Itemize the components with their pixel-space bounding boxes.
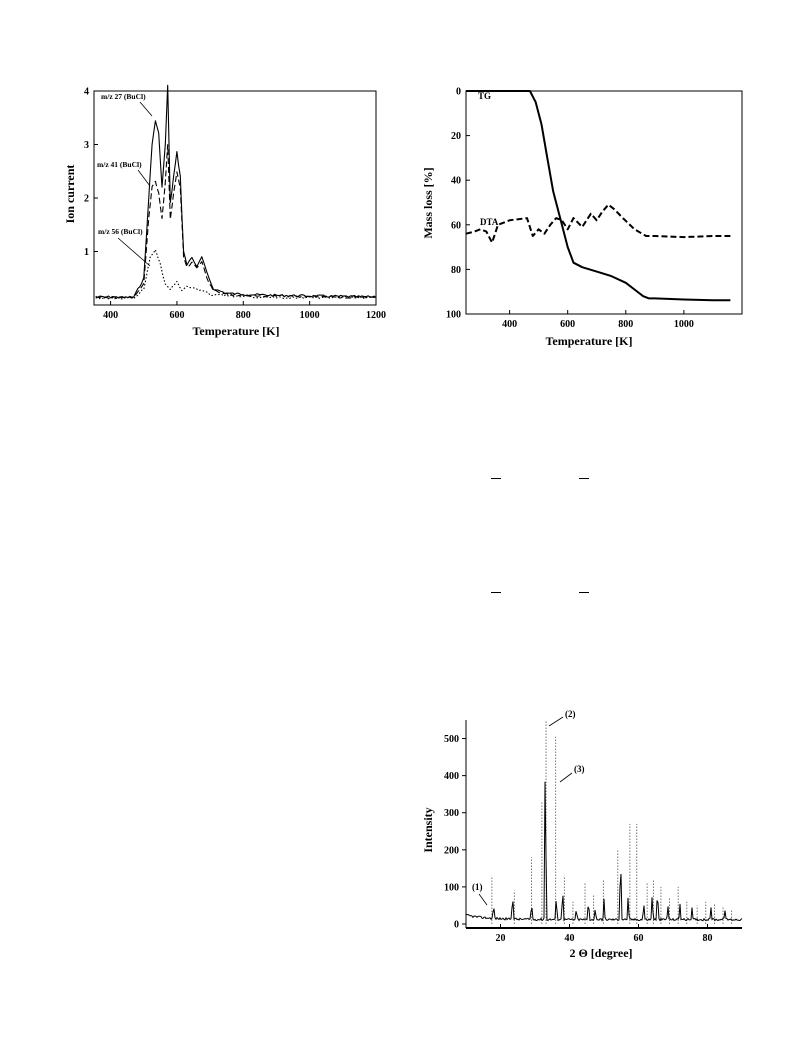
x-tick-label: 40 bbox=[565, 933, 575, 944]
y-tick-label: 300 bbox=[444, 808, 459, 819]
xrd-xlabel: 2 Θ [degree] bbox=[569, 946, 632, 960]
xrd-axes: 20 40 60 80 0 100 200 300 400 500 bbox=[444, 720, 742, 944]
y-tick-label: 500 bbox=[444, 734, 459, 745]
stray-dash-mark bbox=[579, 478, 589, 479]
stray-dash-mark bbox=[579, 592, 589, 593]
ion-current-axes: 400 600 800 1000 1200 1 2 3 4 bbox=[84, 87, 386, 322]
series-label-mz27: m/z 27 (BuCl) bbox=[101, 92, 146, 101]
series-line-2 bbox=[95, 249, 377, 300]
y-tick-label: 4 bbox=[84, 87, 89, 98]
series-line-1 bbox=[95, 144, 377, 300]
series-label-dta: DTA bbox=[480, 217, 499, 227]
series-line-1 bbox=[465, 203, 731, 244]
x-tick-label: 60 bbox=[634, 933, 644, 944]
mass-loss-ylabel: Mass loss [%] bbox=[421, 167, 435, 238]
plot-frame bbox=[465, 90, 743, 315]
peak-annotation-1: (1) bbox=[472, 882, 483, 892]
y-tick-label: 100 bbox=[444, 882, 459, 893]
ion-current-ylabel: Ion current bbox=[63, 165, 77, 224]
xrd-series bbox=[465, 720, 743, 924]
xrd-ylabel: Intensity bbox=[421, 807, 435, 852]
y-tick-label: 60 bbox=[451, 220, 461, 231]
annotation-arrow bbox=[559, 772, 573, 783]
x-tick-label: 1000 bbox=[300, 310, 320, 321]
ion-current-labels: Temperature [K] Ion current m/z 27 (BuCl… bbox=[63, 92, 279, 338]
peak-annotation-2: (2) bbox=[565, 709, 576, 719]
peak-annotation-3: (3) bbox=[574, 764, 585, 774]
y-tick-label: 2 bbox=[84, 194, 89, 205]
y-tick-label: 3 bbox=[84, 140, 89, 151]
y-tick-label: 0 bbox=[454, 920, 459, 931]
x-tick-label: 800 bbox=[618, 319, 633, 330]
annotation-arrow bbox=[117, 237, 151, 267]
stray-dash-mark bbox=[491, 478, 501, 479]
x-tick-label: 80 bbox=[703, 933, 713, 944]
annotation-arrow bbox=[548, 716, 564, 727]
mass-loss-axes: 400 600 800 1000 0 20 40 60 80 100 bbox=[446, 87, 743, 330]
y-tick-label: 1 bbox=[84, 247, 89, 258]
x-tick-label: 800 bbox=[236, 310, 251, 321]
stray-dash-mark bbox=[491, 592, 501, 593]
series-label-mz56: m/z 56 (BuCl) bbox=[98, 227, 143, 236]
measured-pattern bbox=[465, 781, 743, 922]
y-tick-label: 40 bbox=[451, 176, 461, 187]
series-label-tg: TG bbox=[478, 91, 491, 101]
y-tick-label: 100 bbox=[446, 310, 461, 321]
mass-loss-labels: Temperature [K] Mass loss [%] TG DTA bbox=[421, 91, 632, 348]
annotation-arrow bbox=[139, 101, 153, 117]
series-line-0 bbox=[466, 90, 731, 302]
y-tick-label: 200 bbox=[444, 845, 459, 856]
mass-loss-xlabel: Temperature [K] bbox=[546, 334, 633, 348]
ion-current-xlabel: Temperature [K] bbox=[193, 324, 280, 338]
x-tick-label: 600 bbox=[169, 310, 184, 321]
y-tick-label: 20 bbox=[451, 131, 461, 142]
x-tick-label: 400 bbox=[103, 310, 118, 321]
xrd-labels: 2 Θ [degree] Intensity (1) (2) (3) bbox=[421, 709, 633, 960]
y-tick-label: 80 bbox=[451, 265, 461, 276]
y-tick-label: 400 bbox=[444, 771, 459, 782]
ion-current-series bbox=[95, 84, 377, 300]
annotation-arrow bbox=[478, 893, 488, 906]
y-tick-label: 0 bbox=[456, 87, 461, 98]
series-label-mz41: m/z 41 (BuCl) bbox=[97, 160, 142, 169]
mass-loss-series bbox=[465, 90, 731, 302]
annotation-arrow bbox=[137, 169, 151, 187]
x-tick-label: 400 bbox=[502, 319, 517, 330]
x-tick-label: 600 bbox=[560, 319, 575, 330]
x-tick-label: 1000 bbox=[674, 319, 694, 330]
x-tick-label: 1200 bbox=[366, 310, 386, 321]
x-tick-label: 20 bbox=[496, 933, 506, 944]
